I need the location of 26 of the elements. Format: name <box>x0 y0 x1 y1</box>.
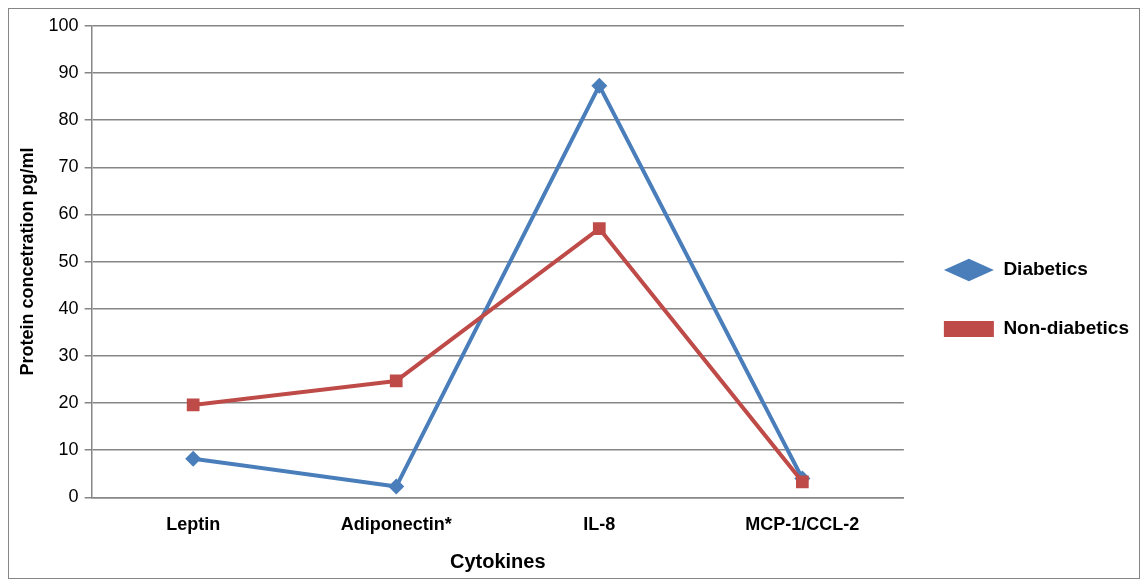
y-tick-label: 20 <box>58 392 79 413</box>
y-tick-label: 30 <box>58 344 79 365</box>
x-tick-label: MCP-1/CCL-2 <box>745 514 860 535</box>
x-tick-label: Leptin <box>166 514 221 535</box>
legend-label: Diabetics <box>1003 258 1088 280</box>
point <box>591 77 608 94</box>
x-tick-label: IL-8 <box>583 514 616 535</box>
point <box>592 222 606 235</box>
y-tick-label: 80 <box>58 109 79 130</box>
point <box>389 374 403 388</box>
point <box>795 475 809 489</box>
point <box>185 450 202 467</box>
y-tick-label: 10 <box>58 439 79 460</box>
y-tick-label: 70 <box>58 156 79 177</box>
y-tick-label: 90 <box>58 61 79 82</box>
y-tick-label: 50 <box>58 250 79 271</box>
x-axis-title: Cytokines <box>449 549 546 572</box>
y-tick-label: 100 <box>48 14 79 35</box>
y-tick-label: 40 <box>58 297 79 318</box>
point <box>186 398 200 412</box>
y-tick-label: 0 <box>68 486 79 507</box>
x-tick-label: Adiponectin* <box>340 514 452 535</box>
legend-label: Non-diabetics <box>1003 317 1129 339</box>
point <box>388 478 405 495</box>
y-axis-title: Protein concetration pg/ml <box>16 147 37 376</box>
y-tick-label: 60 <box>58 203 79 224</box>
